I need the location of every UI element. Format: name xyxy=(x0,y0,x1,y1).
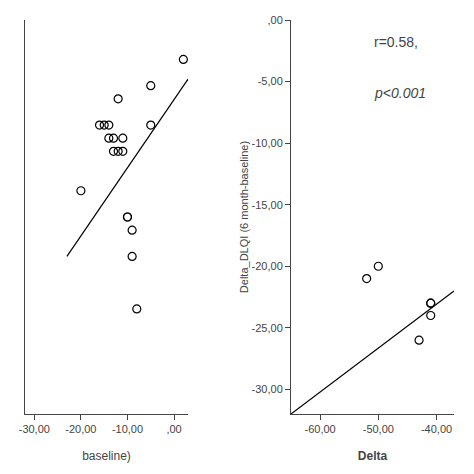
svg-text:,00: ,00 xyxy=(166,423,181,435)
svg-text:-15,00: -15,00 xyxy=(252,199,283,211)
svg-text:-10,00: -10,00 xyxy=(112,423,143,435)
svg-text:-40,00: -40,00 xyxy=(421,423,452,435)
svg-text:baseline): baseline) xyxy=(82,449,131,463)
svg-text:p<0.001: p<0.001 xyxy=(374,85,426,101)
svg-text:-30,00: -30,00 xyxy=(19,423,50,435)
svg-text:-5,00: -5,00 xyxy=(258,75,283,87)
svg-text:-60,00: -60,00 xyxy=(304,423,335,435)
svg-text:Delta: Delta xyxy=(358,449,388,463)
svg-text:,00: ,00 xyxy=(267,14,282,26)
svg-text:-10,00: -10,00 xyxy=(252,137,283,149)
svg-text:-20,00: -20,00 xyxy=(252,260,283,272)
svg-text:-30,00: -30,00 xyxy=(252,383,283,395)
svg-text:-50,00: -50,00 xyxy=(363,423,394,435)
svg-text:-25,00: -25,00 xyxy=(252,322,283,334)
svg-text:-20,00: -20,00 xyxy=(65,423,96,435)
svg-text:r=0.58,: r=0.58, xyxy=(374,34,418,50)
svg-text:Delta_DLQI (6 month-baseline): Delta_DLQI (6 month-baseline) xyxy=(238,141,250,293)
